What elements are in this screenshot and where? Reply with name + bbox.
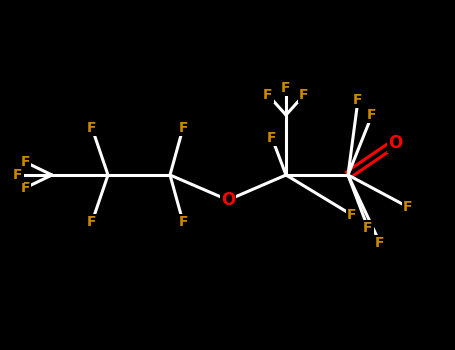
Text: F: F (281, 81, 291, 95)
Text: O: O (388, 134, 402, 152)
Text: F: F (87, 215, 97, 229)
Text: F: F (363, 221, 373, 235)
Text: F: F (178, 215, 188, 229)
Text: F: F (20, 181, 30, 195)
Text: F: F (87, 121, 97, 135)
Text: F: F (299, 88, 309, 102)
Text: F: F (20, 155, 30, 169)
Text: F: F (367, 108, 377, 122)
Text: F: F (375, 236, 385, 250)
Text: F: F (13, 168, 23, 182)
Text: F: F (267, 131, 277, 145)
Text: O: O (221, 191, 235, 209)
Text: F: F (178, 121, 188, 135)
Text: F: F (403, 200, 413, 214)
Text: F: F (263, 88, 273, 102)
Text: F: F (353, 93, 363, 107)
Text: F: F (347, 208, 357, 222)
